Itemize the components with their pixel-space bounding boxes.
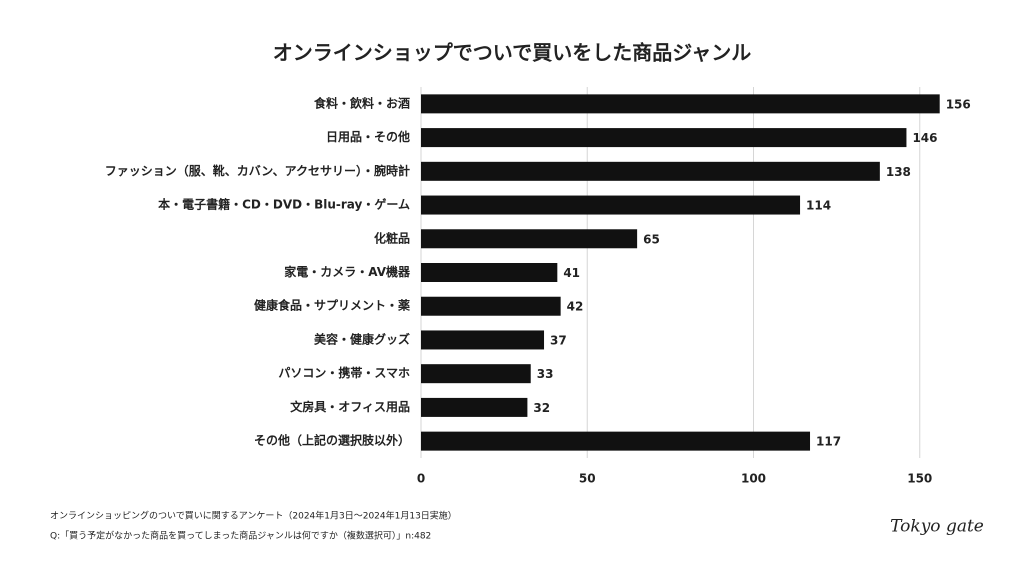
value-label: 117 [816, 435, 841, 449]
bar [421, 296, 561, 316]
y-tick-label: 化粧品 [374, 230, 410, 245]
value-label: 146 [912, 131, 937, 145]
bar [421, 397, 528, 417]
footnote: Q:「買う予定がなかった商品を買ってしまった商品ジャンルは何ですか（複数選択可）… [50, 530, 431, 542]
value-label: 37 [550, 333, 567, 347]
footnote: オンラインショッピングのついで買いに関するアンケート（2024年1月3日〜202… [50, 510, 457, 522]
logo: Tokyo gate [890, 517, 984, 537]
x-tick-label: 50 [579, 472, 596, 486]
bar [421, 330, 545, 350]
value-label: 138 [886, 165, 911, 179]
value-label: 32 [533, 401, 550, 415]
value-label: 41 [563, 266, 580, 280]
value-label: 114 [806, 199, 831, 213]
value-label: 65 [643, 232, 660, 246]
bar [421, 128, 907, 148]
y-tick-label: 日用品・その他 [326, 129, 410, 144]
value-label: 42 [567, 300, 584, 314]
bar [421, 229, 638, 249]
value-label: 33 [537, 367, 554, 381]
y-tick-label: 食料・飲料・お酒 [313, 95, 410, 110]
bar [421, 195, 801, 215]
bar [421, 161, 880, 181]
y-tick-label: 美容・健康グッズ [314, 331, 410, 346]
x-tick-label: 0 [417, 472, 425, 486]
bar [421, 263, 558, 282]
bar [421, 364, 531, 384]
y-tick-label: 家電・カメラ・AV機器 [284, 264, 411, 279]
y-tick-label: その他（上記の選択肢以外） [254, 433, 410, 448]
bar [421, 94, 940, 114]
y-tick-label: 文房具・オフィス用品 [290, 399, 410, 414]
y-tick-label: 本・電子書籍・CD・DVD・Blu-ray・ゲーム [158, 197, 410, 212]
x-tick-label: 100 [741, 472, 766, 486]
x-tick-label: 150 [907, 472, 932, 486]
y-tick-label: 健康食品・サプリメント・薬 [254, 298, 410, 313]
chart-title: オンラインショップでついで買いをした商品ジャンル [273, 41, 751, 65]
bar [421, 431, 811, 451]
value-label: 156 [946, 97, 971, 111]
y-tick-label: パソコン・携帯・スマホ [278, 365, 410, 380]
y-tick-label: ファッション（服、靴、カバン、アクセサリー）・腕時計 [105, 163, 410, 178]
